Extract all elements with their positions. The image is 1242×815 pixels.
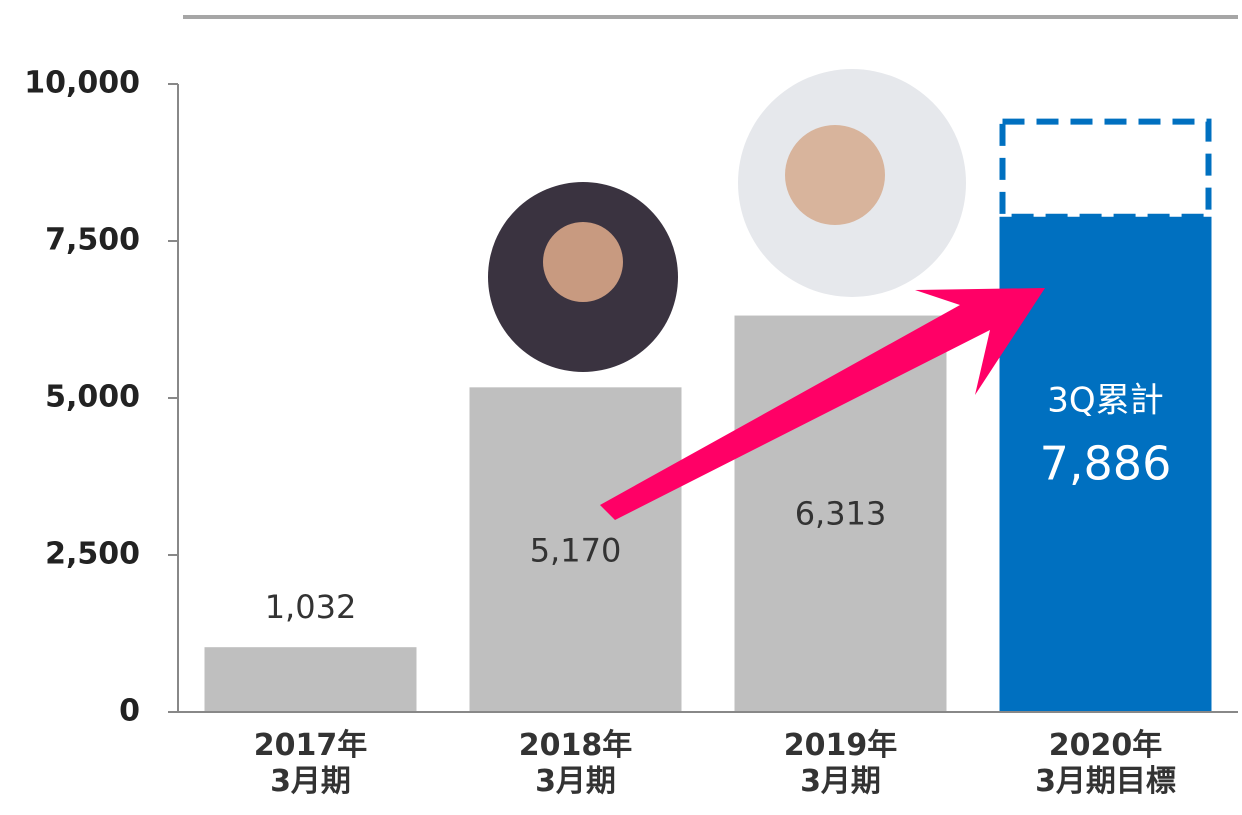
x-tick-label-box: 2019年 3月期 (711, 728, 971, 808)
annotation: 3Q累計 (1047, 380, 1163, 420)
target-outline (1003, 122, 1209, 217)
bar (205, 647, 417, 712)
x-tick-label-box: 2017年 3月期 (181, 728, 441, 808)
chart: 0 2,500 5,000 7,500 10,000 2017年 3月期 1,032 2018… (0, 0, 1242, 815)
value-label: 5,170 (530, 531, 622, 569)
x-tick-label: 2019年 3月期 (711, 728, 971, 800)
x-tick-label-box: 2018年 3月期 (446, 728, 706, 808)
y-tick-label: 0 (119, 694, 140, 729)
photo-face (543, 222, 623, 302)
x-tick-label: 2017年 3月期 (181, 728, 441, 800)
x-tick-label: 2020年 3月期目標 (976, 728, 1236, 800)
y-tick-label: 5,000 (45, 380, 140, 415)
value-label: 1,032 (265, 588, 357, 626)
y-tick-label: 7,500 (45, 223, 140, 258)
x-tick-label-box: 2020年 3月期目標 (976, 728, 1236, 808)
value-label: 7,886 (1040, 436, 1172, 490)
page: {"chart_data": {"type": "bar", "categori… (0, 0, 1242, 815)
y-tick-label: 10,000 (24, 66, 140, 101)
y-tick-label: 2,500 (45, 537, 140, 572)
x-tick-label: 2018年 3月期 (446, 728, 706, 800)
value-label: 6,313 (795, 495, 887, 533)
photo-face (785, 125, 885, 225)
